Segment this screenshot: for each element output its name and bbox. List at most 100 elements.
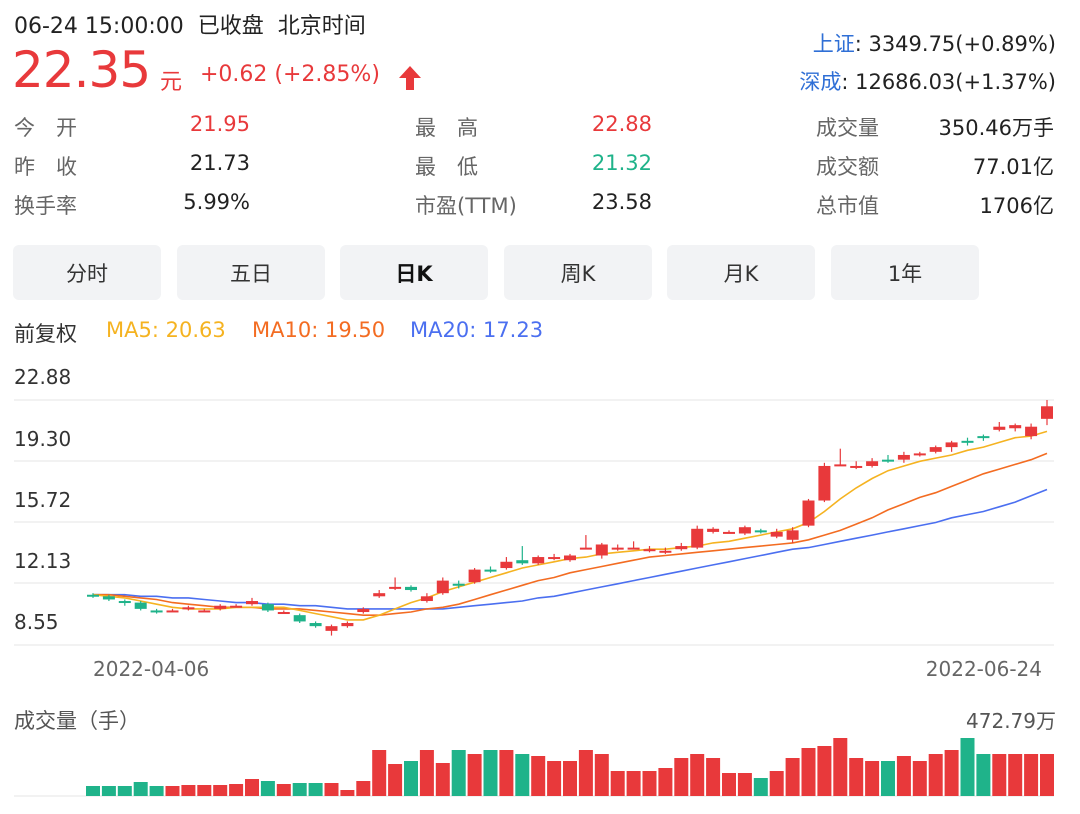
volume-bar bbox=[308, 783, 323, 796]
candle-body bbox=[977, 436, 990, 439]
volume-bar bbox=[674, 758, 689, 796]
candle-body bbox=[834, 464, 847, 467]
volume-bar bbox=[372, 750, 387, 796]
candle-body bbox=[611, 547, 624, 550]
volume-bar bbox=[435, 763, 450, 796]
index-sh[interactable]: 上证: 3349.75(+0.89%) bbox=[813, 28, 1056, 58]
volume-bar bbox=[563, 761, 577, 796]
candle-body bbox=[579, 547, 592, 550]
candle-body bbox=[929, 447, 942, 452]
volume-bar bbox=[690, 754, 705, 796]
index-sz[interactable]: 深成: 12686.03(+1.37%) bbox=[799, 66, 1056, 96]
stat-label: 最 低 bbox=[415, 155, 478, 179]
volume-bar bbox=[658, 768, 673, 796]
candle-body bbox=[182, 607, 195, 610]
candle-body bbox=[420, 596, 433, 602]
volume-bar bbox=[149, 786, 164, 796]
volume-bar bbox=[610, 771, 625, 796]
tab-0[interactable]: 分时 bbox=[13, 245, 161, 300]
volume-bar bbox=[260, 781, 275, 796]
volume-bar bbox=[753, 778, 768, 796]
tab-5[interactable]: 1年 bbox=[831, 245, 979, 300]
stat-label: 总市值 bbox=[816, 194, 879, 218]
volume-bar bbox=[578, 750, 593, 796]
candle-body bbox=[1041, 406, 1053, 419]
y-tick-label: 15.72 bbox=[14, 488, 72, 512]
volume-bar bbox=[356, 781, 371, 796]
candle-body bbox=[436, 580, 449, 594]
volume-bar bbox=[213, 785, 228, 796]
volume-bar bbox=[722, 773, 736, 796]
ma5-legend: MA5: 20.63 bbox=[106, 318, 226, 342]
candle-body bbox=[707, 528, 720, 532]
candle-body bbox=[405, 586, 417, 591]
volume-bar bbox=[340, 790, 355, 796]
volume-bar bbox=[817, 746, 832, 796]
volume-bar bbox=[229, 784, 244, 796]
volume-bar bbox=[881, 761, 895, 796]
volume-bar bbox=[133, 782, 148, 796]
price-change: +0.62 (+2.85%) bbox=[200, 62, 380, 87]
stat-label: 今 开 bbox=[14, 116, 77, 140]
candle-body bbox=[87, 594, 99, 597]
candle-body bbox=[691, 528, 704, 548]
candle-body bbox=[866, 461, 879, 466]
volume-bar bbox=[1008, 754, 1023, 796]
tab-2[interactable]: 日K bbox=[340, 245, 488, 300]
candle-body bbox=[150, 610, 163, 613]
stat-value: 77.01亿 bbox=[972, 155, 1054, 179]
index-sh-name[interactable]: 上证 bbox=[812, 32, 855, 56]
adjust-label[interactable]: 前复权 bbox=[14, 322, 77, 346]
volume-bar bbox=[324, 783, 339, 796]
candle-body bbox=[818, 465, 831, 501]
volume-bar bbox=[86, 786, 100, 796]
volume-bar bbox=[944, 750, 959, 796]
candle-body bbox=[532, 557, 545, 564]
y-tick-label: 12.13 bbox=[14, 549, 72, 573]
stat-label: 成交量 bbox=[816, 116, 879, 140]
volume-bar bbox=[483, 750, 498, 796]
volume-bar bbox=[801, 748, 816, 796]
volume-bar bbox=[626, 771, 641, 796]
candle-body bbox=[468, 569, 481, 583]
volume-bar bbox=[101, 786, 116, 796]
candle-body bbox=[913, 453, 926, 456]
stat-value: 21.32 bbox=[591, 151, 652, 175]
market-status: 已收盘 bbox=[197, 14, 264, 39]
tab-3[interactable]: 周K bbox=[504, 245, 652, 300]
price-unit: 元 bbox=[160, 70, 183, 95]
candle-body bbox=[325, 626, 338, 631]
tab-1[interactable]: 五日 bbox=[177, 245, 325, 300]
candle-body bbox=[452, 583, 465, 586]
x-end-date: 2022-06-24 bbox=[925, 657, 1042, 681]
candle-body bbox=[341, 623, 354, 627]
volume-bar bbox=[467, 754, 482, 796]
candle-body bbox=[548, 557, 561, 560]
candle-body bbox=[357, 608, 370, 613]
candle-body bbox=[1025, 426, 1038, 437]
candle-body bbox=[945, 442, 958, 448]
candle-body bbox=[675, 546, 688, 550]
candle-body bbox=[659, 550, 672, 553]
candle-body bbox=[882, 459, 894, 462]
volume-bar bbox=[197, 785, 212, 796]
candle-body bbox=[118, 601, 131, 604]
volume-bar bbox=[1024, 754, 1039, 796]
candle-body bbox=[230, 605, 243, 608]
volume-bar bbox=[785, 758, 800, 796]
candle-body bbox=[595, 544, 608, 556]
volume-bar bbox=[451, 750, 466, 796]
volume-bar bbox=[594, 754, 609, 796]
candle-body bbox=[277, 612, 290, 615]
index-sz-name[interactable]: 深成 bbox=[799, 70, 842, 94]
volume-bar bbox=[706, 758, 721, 796]
volume-bar bbox=[388, 764, 403, 796]
volume-bar bbox=[404, 761, 418, 796]
candle-body bbox=[484, 569, 497, 572]
quote-timestamp: 06-24 15:00:00 已收盘 北京时间 bbox=[14, 8, 366, 40]
stat-value: 23.58 bbox=[591, 190, 652, 214]
candle-body bbox=[1009, 425, 1022, 429]
tab-4[interactable]: 月K bbox=[667, 245, 815, 300]
volume-bar bbox=[1040, 754, 1054, 796]
